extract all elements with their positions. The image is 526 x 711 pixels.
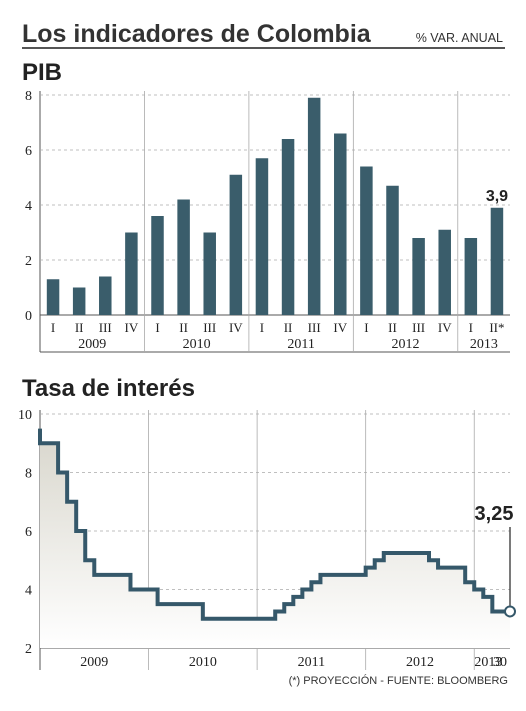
pib-quarter-label: III bbox=[203, 320, 216, 335]
rate-x-label: 2010 bbox=[189, 655, 217, 670]
pib-y-tick-label: 0 bbox=[25, 309, 32, 324]
pib-year-label: 2009 bbox=[78, 337, 106, 352]
pib-quarter-label: III bbox=[412, 320, 425, 335]
pib-quarter-label: III bbox=[308, 320, 321, 335]
rate-y-tick-label: 4 bbox=[25, 584, 32, 599]
pib-y-tick-label: 2 bbox=[25, 254, 32, 269]
rate-endpoint-marker bbox=[504, 605, 516, 618]
unit-note: % VAR. ANUAL bbox=[416, 31, 503, 45]
pib-bar bbox=[334, 133, 347, 315]
pib-bar bbox=[72, 287, 86, 315]
pib-quarter-label: IV bbox=[229, 320, 243, 335]
pib-quarter-label: I bbox=[155, 320, 159, 335]
pib-bar bbox=[386, 185, 399, 315]
pib-quarter-label: IV bbox=[125, 320, 139, 335]
pib-value-label: 3,9 bbox=[486, 188, 508, 205]
rate-line bbox=[38, 428, 510, 621]
rate-value-label: 3,25 bbox=[475, 503, 514, 525]
pib-y-tick-label: 6 bbox=[25, 144, 32, 159]
rate-x-label: 2009 bbox=[80, 655, 108, 670]
pib-bar bbox=[177, 199, 190, 315]
pib-bar bbox=[203, 232, 216, 315]
pib-quarter-label: II bbox=[75, 320, 84, 335]
rate-y-tick-label: 2 bbox=[25, 642, 32, 657]
rate-y-tick-label: 10 bbox=[18, 408, 32, 423]
pib-quarter-label: IV bbox=[438, 320, 452, 335]
pib-y-tick-label: 4 bbox=[25, 199, 32, 214]
pib-bar bbox=[412, 238, 425, 315]
pib-bar bbox=[490, 207, 504, 315]
rate-x-label: 2013 bbox=[474, 655, 502, 670]
pib-quarter-label: II* bbox=[489, 320, 504, 335]
pib-bar bbox=[307, 97, 321, 315]
pib-chart-title: PIB bbox=[22, 59, 62, 86]
pib-quarter-label: I bbox=[364, 320, 368, 335]
pib-quarter-label: II bbox=[284, 320, 293, 335]
pib-quarter-label: II bbox=[388, 320, 397, 335]
pib-bar bbox=[464, 238, 478, 315]
pib-quarter-label: II bbox=[179, 320, 188, 335]
pib-bar bbox=[229, 174, 243, 315]
page-title: Los indicadores de Colombia bbox=[22, 20, 372, 48]
pib-y-tick-label: 8 bbox=[25, 89, 32, 104]
rate-y-tick-label: 6 bbox=[25, 525, 32, 540]
rate-x-label: 2011 bbox=[298, 655, 325, 670]
pib-quarter-label: I bbox=[260, 320, 264, 335]
pib-bar bbox=[99, 276, 112, 315]
pib-year-label: 2011 bbox=[287, 337, 314, 352]
pib-quarter-label: IV bbox=[333, 320, 347, 335]
pib-bar bbox=[151, 216, 164, 315]
pib-bar bbox=[125, 232, 138, 315]
rate-y-tick-label: 8 bbox=[25, 467, 32, 482]
pib-year-label: 2013 bbox=[470, 337, 498, 352]
pib-bar bbox=[281, 139, 295, 315]
pib-quarter-label: I bbox=[51, 320, 55, 335]
pib-bar bbox=[360, 166, 373, 315]
rate-x-label: 30 bbox=[493, 655, 507, 670]
rate-x-label: 2012 bbox=[406, 655, 434, 670]
pib-quarter-label: I bbox=[469, 320, 473, 335]
pib-bar bbox=[255, 158, 269, 315]
pib-bar bbox=[438, 229, 451, 315]
pib-year-label: 2012 bbox=[392, 337, 420, 352]
pib-quarter-label: III bbox=[99, 320, 112, 335]
source-note: (*) PROYECCIÓN - FUENTE: BLOOMBERG bbox=[289, 674, 508, 687]
rate-chart-title: Tasa de interés bbox=[22, 375, 195, 402]
pib-bar bbox=[46, 279, 60, 315]
pib-year-label: 2010 bbox=[183, 337, 211, 352]
